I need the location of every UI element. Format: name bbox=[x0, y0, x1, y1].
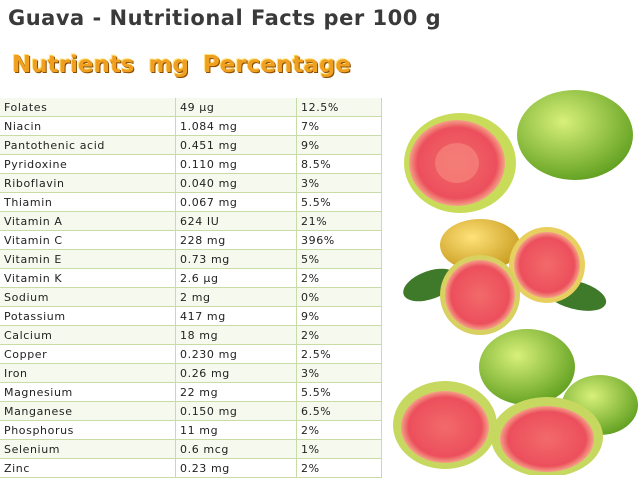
table-cell: 228 mg bbox=[175, 230, 297, 250]
table-cell: Niacin bbox=[0, 116, 176, 136]
table-cell: Manganese bbox=[0, 401, 176, 421]
table-cell: Pyridoxine bbox=[0, 154, 176, 174]
table-row: Phosphorus 11 mg 2% bbox=[0, 420, 382, 440]
table-cell: 2% bbox=[296, 420, 382, 440]
table-cell: 2% bbox=[296, 268, 382, 288]
table-cell: Phosphorus bbox=[0, 420, 176, 440]
table-row: Potassium 417 mg 9% bbox=[0, 306, 382, 326]
table-row: Calcium 18 mg 2% bbox=[0, 325, 382, 345]
table-row: Vitamin K 2.6 µg 2% bbox=[0, 268, 382, 288]
table-cell: 624 IU bbox=[175, 211, 297, 231]
table-row: Magnesium 22 mg 5.5% bbox=[0, 382, 382, 402]
guava-illustration bbox=[393, 90, 638, 475]
table-cell: 5.5% bbox=[296, 192, 382, 212]
title: Guava - Nutritional Facts per 100 g bbox=[8, 6, 442, 30]
table-cell: 5% bbox=[296, 249, 382, 269]
table-cell: 8.5% bbox=[296, 154, 382, 174]
table-cell: 12.5% bbox=[296, 98, 382, 117]
table-cell: 1.084 mg bbox=[175, 116, 297, 136]
table-cell: Riboflavin bbox=[0, 173, 176, 193]
table-cell: 417 mg bbox=[175, 306, 297, 326]
table-cell: Vitamin E bbox=[0, 249, 176, 269]
table-cell: 1% bbox=[296, 439, 382, 459]
table-row: Copper 0.230 mg 2.5% bbox=[0, 344, 382, 364]
table-cell: 2.5% bbox=[296, 344, 382, 364]
table-row: Zinc 0.23 mg 2% bbox=[0, 458, 382, 478]
table-cell: Calcium bbox=[0, 325, 176, 345]
table-cell: 2.6 µg bbox=[175, 268, 297, 288]
table-row: Vitamin E 0.73 mg 5% bbox=[0, 249, 382, 269]
table-cell: Vitamin A bbox=[0, 211, 176, 231]
table-row: Niacin 1.084 mg 7% bbox=[0, 116, 382, 136]
table-row: Vitamin C 228 mg 396% bbox=[0, 230, 382, 250]
table-cell: 0.451 mg bbox=[175, 135, 297, 155]
table-row: Pyridoxine 0.110 mg 8.5% bbox=[0, 154, 382, 174]
table-cell: Iron bbox=[0, 363, 176, 383]
table-cell: Magnesium bbox=[0, 382, 176, 402]
table-cell: 49 µg bbox=[175, 98, 297, 117]
table-cell: 0% bbox=[296, 287, 382, 307]
table-cell: 18 mg bbox=[175, 325, 297, 345]
table-cell: Copper bbox=[0, 344, 176, 364]
table-row: Manganese 0.150 mg 6.5% bbox=[0, 401, 382, 421]
table-cell: 0.73 mg bbox=[175, 249, 297, 269]
table-cell: 0.230 mg bbox=[175, 344, 297, 364]
table-cell: 22 mg bbox=[175, 382, 297, 402]
table-cell: 2% bbox=[296, 325, 382, 345]
table-cell: 11 mg bbox=[175, 420, 297, 440]
table-cell: Folates bbox=[0, 98, 176, 117]
table-row: Iron 0.26 mg 3% bbox=[0, 363, 382, 383]
table-cell: 5.5% bbox=[296, 382, 382, 402]
table-cell: 396% bbox=[296, 230, 382, 250]
guava-group-1 bbox=[404, 90, 633, 213]
table-cell: 0.23 mg bbox=[175, 458, 297, 478]
table-row: Sodium 2 mg 0% bbox=[0, 287, 382, 307]
guava-group-2 bbox=[403, 219, 607, 335]
table-cell: 2 mg bbox=[175, 287, 297, 307]
table-row: Thiamin 0.067 mg 5.5% bbox=[0, 192, 382, 212]
table-row: Riboflavin 0.040 mg 3% bbox=[0, 173, 382, 193]
column-headers: Nutrients mg Percentage bbox=[12, 52, 365, 86]
table-cell: 9% bbox=[296, 306, 382, 326]
table-cell: 0.26 mg bbox=[175, 363, 297, 383]
column-header: Nutrients bbox=[12, 52, 135, 78]
guava-group-3 bbox=[393, 329, 638, 475]
table-cell: 0.110 mg bbox=[175, 154, 297, 174]
table-row: Folates 49 µg 12.5% bbox=[0, 98, 382, 117]
table-cell: Sodium bbox=[0, 287, 176, 307]
table-cell: 9% bbox=[296, 135, 382, 155]
table-cell: 3% bbox=[296, 173, 382, 193]
nutrition-table: Folates 49 µg 12.5% Niacin 1.084 mg 7% Pantoth… bbox=[0, 98, 382, 478]
table-cell: 7% bbox=[296, 116, 382, 136]
table-cell: Thiamin bbox=[0, 192, 176, 212]
table-row: Selenium 0.6 mcg 1% bbox=[0, 439, 382, 459]
table-cell: 2% bbox=[296, 458, 382, 478]
table-cell: Pantothenic acid bbox=[0, 135, 176, 155]
table-cell: 0.040 mg bbox=[175, 173, 297, 193]
table-cell: 0.6 mcg bbox=[175, 439, 297, 459]
table-cell: 3% bbox=[296, 363, 382, 383]
table-cell: Zinc bbox=[0, 458, 176, 478]
table-row: Vitamin A 624 IU 21% bbox=[0, 211, 382, 231]
column-header: mg bbox=[148, 52, 189, 78]
table-cell: 6.5% bbox=[296, 401, 382, 421]
column-header: Percentage bbox=[202, 52, 351, 78]
table-cell: 21% bbox=[296, 211, 382, 231]
table-cell: Vitamin C bbox=[0, 230, 176, 250]
table-cell: Potassium bbox=[0, 306, 176, 326]
table-cell: 0.150 mg bbox=[175, 401, 297, 421]
table-cell: Selenium bbox=[0, 439, 176, 459]
table-cell: 0.067 mg bbox=[175, 192, 297, 212]
table-row: Pantothenic acid 0.451 mg 9% bbox=[0, 135, 382, 155]
table-cell: Vitamin K bbox=[0, 268, 176, 288]
